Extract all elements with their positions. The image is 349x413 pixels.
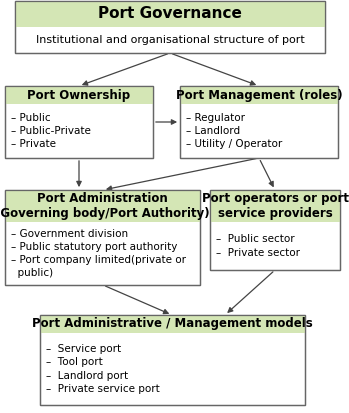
Bar	[15, 1, 325, 53]
Bar	[15, 1, 325, 53]
Bar	[180, 86, 338, 158]
Text: Port Governance: Port Governance	[98, 7, 242, 21]
Text: – Public
– Public-Private
– Private: – Public – Public-Private – Private	[11, 113, 91, 149]
Text: – Regulator
– Landlord
– Utility / Operator: – Regulator – Landlord – Utility / Opera…	[186, 113, 282, 149]
Text: Port Administrative / Management models: Port Administrative / Management models	[32, 318, 313, 330]
Bar	[40, 315, 305, 333]
Text: Port Ownership: Port Ownership	[28, 88, 131, 102]
Text: Institutional and organisational structure of port: Institutional and organisational structu…	[36, 35, 304, 45]
Text: – Government division
– Public statutory port authority
– Port company limited(p: – Government division – Public statutory…	[11, 229, 186, 278]
Text: Port Administration
(Governing body/Port Authority): Port Administration (Governing body/Port…	[0, 192, 210, 220]
Bar	[5, 190, 200, 285]
Bar	[5, 86, 153, 158]
Bar	[5, 86, 153, 104]
Bar	[40, 315, 305, 405]
Bar	[5, 190, 200, 285]
Text: –  Public sector
–  Private sector: – Public sector – Private sector	[216, 235, 300, 258]
Bar	[180, 86, 338, 104]
Text: Port Management (roles): Port Management (roles)	[176, 88, 342, 102]
Bar	[15, 1, 325, 27]
Bar	[210, 190, 340, 270]
Bar	[180, 86, 338, 158]
Bar	[5, 86, 153, 158]
Bar	[210, 190, 340, 270]
Text: Port operators or port
service providers: Port operators or port service providers	[201, 192, 349, 220]
Bar	[210, 190, 340, 222]
Bar	[5, 190, 200, 222]
Text: –  Service port
–  Tool port
–  Landlord port
–  Private service port: – Service port – Tool port – Landlord po…	[46, 344, 160, 394]
Bar	[40, 315, 305, 405]
